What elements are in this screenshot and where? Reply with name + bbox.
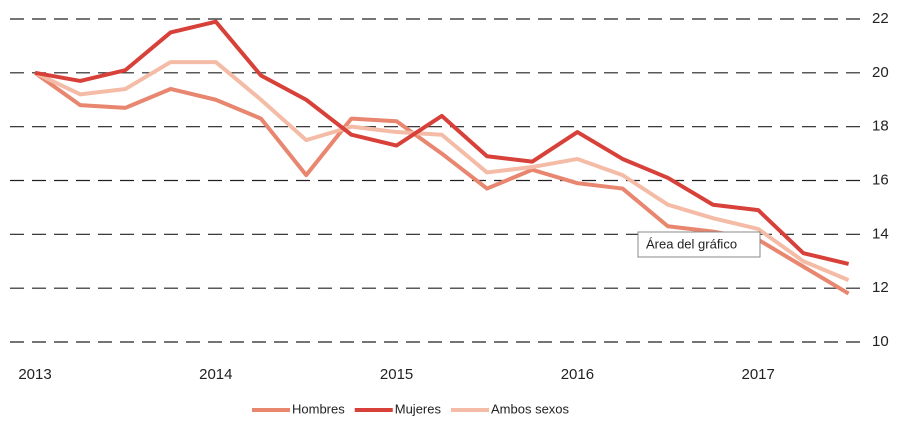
tooltip-box bbox=[637, 231, 761, 258]
x-tick-label: 2016 bbox=[561, 366, 594, 383]
y-tick-label: 12 bbox=[872, 279, 889, 296]
x-tick-label: 2017 bbox=[742, 366, 775, 383]
legend-label: Mujeres bbox=[395, 401, 442, 416]
legend-label: Ambos sexos bbox=[491, 401, 570, 416]
line bbox=[34, 19, 850, 266]
y-tick-label: 10 bbox=[872, 333, 889, 350]
tooltip: Área del gráfico bbox=[646, 236, 737, 251]
y-tick-label: 22 bbox=[872, 10, 889, 27]
x-tick-label: 2014 bbox=[199, 366, 232, 383]
legend-label: Hombres bbox=[292, 401, 345, 416]
y-tick-label: 16 bbox=[872, 171, 889, 188]
line bbox=[33, 71, 850, 296]
y-tick-label: 18 bbox=[872, 118, 889, 135]
line bbox=[34, 60, 850, 282]
x-tick-label: 2013 bbox=[18, 366, 51, 383]
y-tick-label: 14 bbox=[872, 225, 889, 242]
x-tick-label: 2015 bbox=[380, 366, 413, 383]
y-tick-label: 20 bbox=[872, 64, 889, 81]
